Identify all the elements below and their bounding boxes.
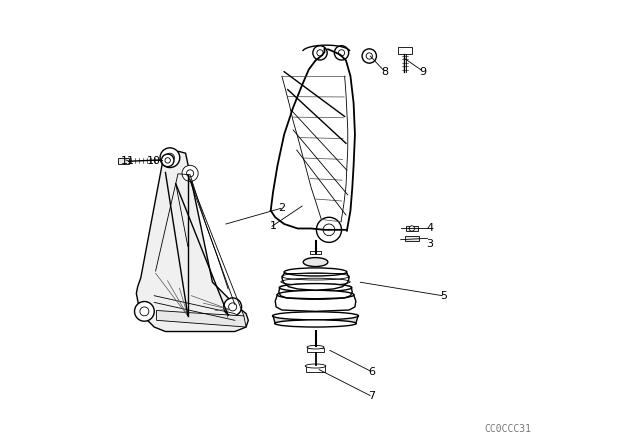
Polygon shape	[398, 47, 412, 54]
Circle shape	[165, 158, 170, 163]
Text: 10: 10	[147, 156, 161, 166]
Circle shape	[228, 303, 237, 311]
Circle shape	[182, 165, 198, 181]
Polygon shape	[307, 348, 324, 352]
Text: 5: 5	[440, 291, 447, 301]
Text: 3: 3	[426, 239, 433, 249]
Polygon shape	[157, 310, 246, 327]
Circle shape	[409, 226, 415, 231]
Circle shape	[186, 170, 194, 177]
Ellipse shape	[275, 320, 356, 327]
Polygon shape	[273, 316, 358, 323]
Ellipse shape	[305, 364, 326, 368]
Circle shape	[362, 49, 376, 63]
Circle shape	[140, 307, 149, 316]
Ellipse shape	[303, 258, 328, 267]
Ellipse shape	[277, 290, 354, 299]
Text: 7: 7	[368, 392, 375, 401]
Polygon shape	[406, 226, 418, 231]
Polygon shape	[136, 151, 248, 332]
Ellipse shape	[307, 345, 324, 349]
Circle shape	[334, 46, 349, 60]
Polygon shape	[310, 251, 321, 254]
Polygon shape	[405, 236, 419, 241]
Circle shape	[316, 217, 342, 242]
Circle shape	[166, 153, 174, 162]
Circle shape	[339, 50, 345, 56]
Polygon shape	[306, 366, 325, 372]
Polygon shape	[118, 158, 129, 164]
Text: 6: 6	[368, 367, 375, 377]
Circle shape	[313, 46, 327, 60]
Text: 8: 8	[381, 67, 388, 77]
Circle shape	[323, 224, 335, 236]
Text: 2: 2	[278, 203, 285, 213]
Circle shape	[134, 302, 154, 321]
Circle shape	[366, 53, 372, 59]
Circle shape	[160, 148, 180, 168]
Ellipse shape	[279, 284, 352, 292]
Text: 1: 1	[269, 221, 276, 231]
Circle shape	[224, 298, 242, 316]
Text: 11: 11	[120, 156, 134, 166]
Circle shape	[317, 50, 323, 56]
Circle shape	[161, 154, 174, 167]
Ellipse shape	[273, 312, 358, 320]
Ellipse shape	[284, 268, 347, 276]
Text: CC0CCC31: CC0CCC31	[484, 424, 532, 434]
Text: 9: 9	[419, 67, 427, 77]
Text: 4: 4	[426, 224, 433, 233]
